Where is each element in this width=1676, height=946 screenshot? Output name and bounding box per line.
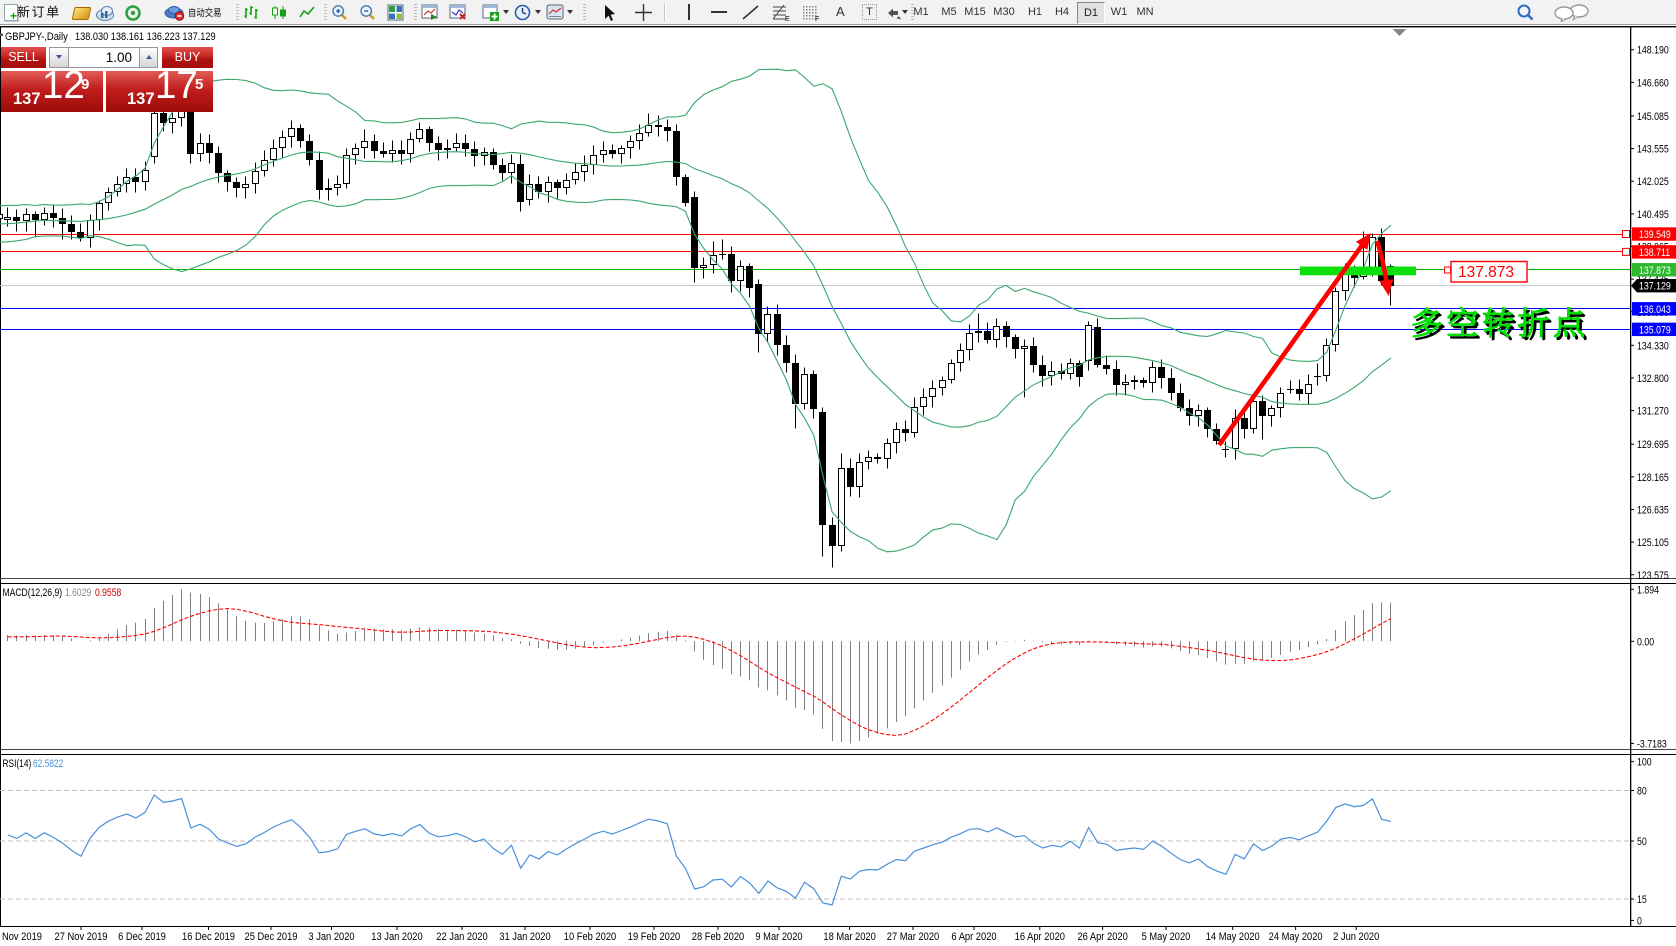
svg-text:136.043: 136.043 (1639, 304, 1671, 316)
svg-text:27 Mar 2020: 27 Mar 2020 (887, 931, 940, 943)
svg-text:126.635: 126.635 (1637, 505, 1669, 517)
svg-text:16 Apr 2020: 16 Apr 2020 (1015, 931, 1066, 943)
svg-text:134.330: 134.330 (1637, 341, 1669, 353)
svg-text:26 Apr 2020: 26 Apr 2020 (1077, 931, 1128, 943)
svg-text:27 Nov 2019: 27 Nov 2019 (55, 931, 108, 943)
svg-text:146.660: 146.660 (1637, 78, 1669, 90)
svg-text:100: 100 (1637, 757, 1652, 769)
svg-text:140.495: 140.495 (1637, 209, 1669, 221)
svg-text:1.6029: 1.6029 (65, 587, 92, 599)
svg-text:F: F (815, 16, 819, 22)
svg-text:50: 50 (1637, 836, 1647, 848)
svg-text:137.873: 137.873 (1639, 265, 1671, 277)
svg-text:132.800: 132.800 (1637, 373, 1669, 385)
svg-text:24 May 2020: 24 May 2020 (1269, 931, 1323, 943)
svg-text:139.549: 139.549 (1639, 229, 1671, 241)
svg-text:142.025: 142.025 (1637, 176, 1669, 188)
svg-text:123.575: 123.575 (1637, 570, 1669, 582)
svg-text:135.079: 135.079 (1639, 325, 1671, 337)
svg-text:137.873: 137.873 (1458, 264, 1514, 281)
svg-text:19 Feb 2020: 19 Feb 2020 (628, 931, 681, 943)
svg-text:6 Dec 2019: 6 Dec 2019 (118, 931, 166, 943)
svg-text:148.190: 148.190 (1637, 45, 1669, 57)
svg-text:14 May 2020: 14 May 2020 (1206, 931, 1260, 943)
svg-text:0.00: 0.00 (1637, 636, 1655, 648)
svg-text:15: 15 (1637, 894, 1647, 906)
svg-text:Nov 2019: Nov 2019 (2, 931, 42, 943)
svg-text:125.105: 125.105 (1637, 537, 1669, 549)
svg-text:0: 0 (1637, 916, 1642, 928)
svg-text:13 Jan 2020: 13 Jan 2020 (371, 931, 423, 943)
svg-text:137.129: 137.129 (1639, 281, 1671, 293)
svg-text:10 Feb 2020: 10 Feb 2020 (564, 931, 617, 943)
svg-text:MACD(12,26,9): MACD(12,26,9) (3, 587, 63, 599)
svg-text:80: 80 (1637, 786, 1647, 798)
svg-text:143.555: 143.555 (1637, 144, 1669, 156)
svg-text:RSI(14): RSI(14) (3, 758, 32, 770)
svg-text:25 Dec 2019: 25 Dec 2019 (245, 931, 298, 943)
svg-text:145.085: 145.085 (1637, 111, 1669, 123)
svg-text:5 May 2020: 5 May 2020 (1142, 931, 1191, 943)
svg-text:3 Jan 2020: 3 Jan 2020 (308, 931, 354, 943)
svg-text:31 Jan 2020: 31 Jan 2020 (499, 931, 551, 943)
svg-text:9 Mar 2020: 9 Mar 2020 (755, 931, 803, 943)
svg-text:2 Jun 2020: 2 Jun 2020 (1333, 931, 1379, 943)
svg-text:131.270: 131.270 (1637, 406, 1669, 418)
svg-text:6 Apr 2020: 6 Apr 2020 (951, 931, 996, 943)
svg-text:-3.7183: -3.7183 (1637, 739, 1667, 751)
svg-text:1.894: 1.894 (1637, 584, 1659, 596)
svg-text:138.711: 138.711 (1639, 247, 1671, 259)
svg-text:GBPJPY-,Daily: GBPJPY-,Daily (5, 31, 69, 43)
svg-text:0.9558: 0.9558 (95, 587, 122, 599)
svg-text:128.165: 128.165 (1637, 472, 1669, 484)
svg-text:129.695: 129.695 (1637, 439, 1669, 451)
svg-text:138.030 138.161 136.223 137.12: 138.030 138.161 136.223 137.129 (75, 31, 216, 43)
svg-text:18 Mar 2020: 18 Mar 2020 (823, 931, 876, 943)
svg-text:62.5822: 62.5822 (33, 758, 63, 770)
svg-text:22 Jan 2020: 22 Jan 2020 (436, 931, 488, 943)
svg-text:16 Dec 2019: 16 Dec 2019 (182, 931, 235, 943)
svg-text:E: E (785, 16, 790, 22)
svg-text:28 Feb 2020: 28 Feb 2020 (692, 931, 745, 943)
